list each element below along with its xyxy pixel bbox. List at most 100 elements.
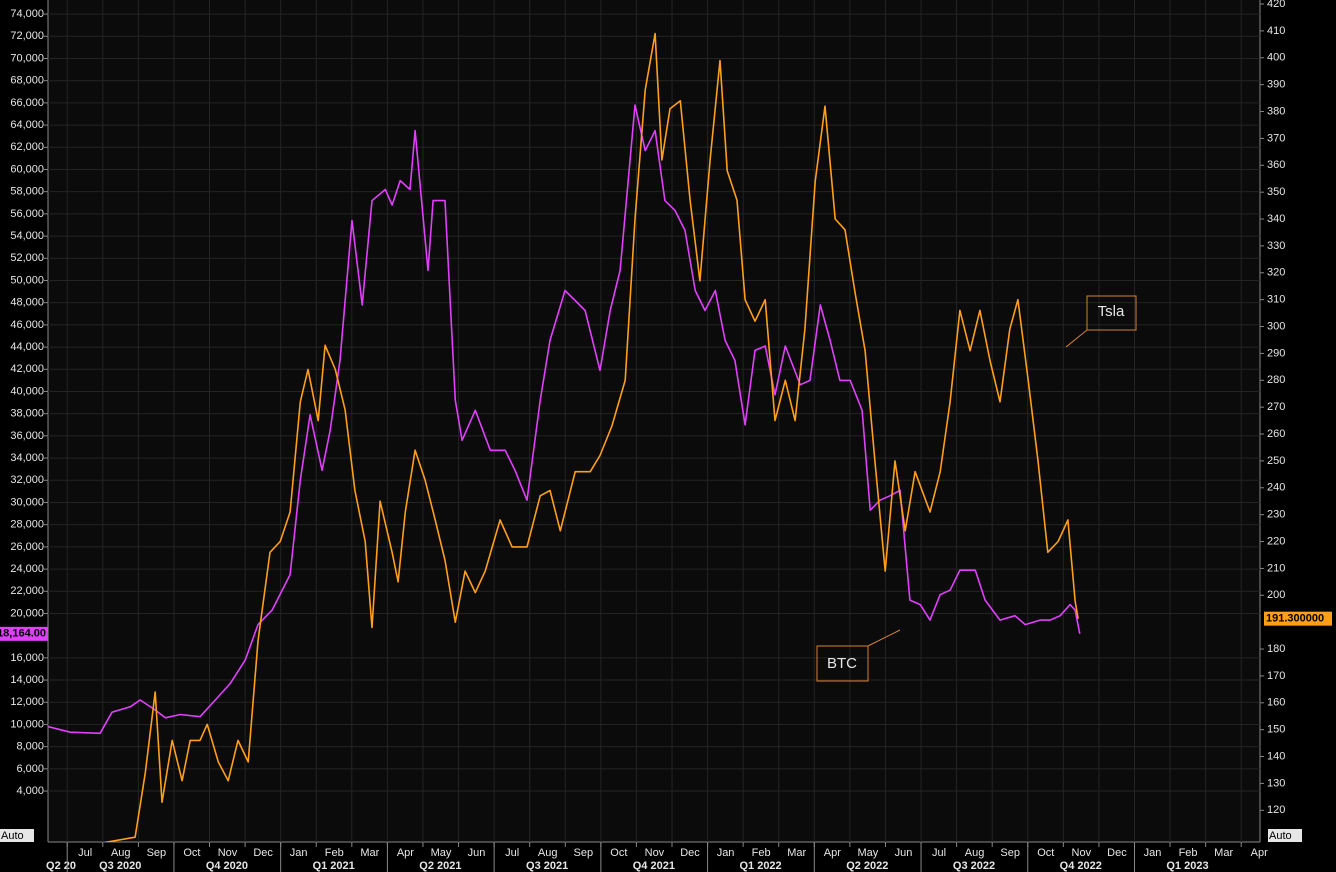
y-tick-label: 20,000 xyxy=(10,607,44,619)
axis-mode-box xyxy=(0,829,34,842)
x-tick-label: Jan xyxy=(290,847,308,859)
y2-tick-label: 250 xyxy=(1267,455,1285,467)
y-tick-label: 26,000 xyxy=(10,541,44,553)
y2-tick-label: 370 xyxy=(1267,132,1285,144)
x-tick-label: Jul xyxy=(932,847,946,859)
y2-tick-label: 310 xyxy=(1267,294,1285,306)
quarter-label: Q2 2022 xyxy=(846,860,888,872)
y-tick-label: 68,000 xyxy=(10,75,44,87)
axis-mode-label: Auto xyxy=(1,830,24,842)
callout-leader xyxy=(867,629,901,647)
y2-tick-label: 410 xyxy=(1267,25,1285,37)
y-tick-label: 64,000 xyxy=(10,119,44,131)
x-tick-label: Dec xyxy=(253,847,273,859)
y-tick-label: 10,000 xyxy=(10,718,44,730)
grid xyxy=(48,0,1260,842)
y2-tick-label: 360 xyxy=(1267,159,1285,171)
x-tick-label: Aug xyxy=(111,847,131,859)
last-value-label: 18,164.00 xyxy=(0,628,46,640)
y2-tick-label: 300 xyxy=(1267,320,1285,332)
y2-tick-label: 290 xyxy=(1267,347,1285,359)
y-tick-label: 70,000 xyxy=(10,52,44,64)
callout-leader xyxy=(1065,329,1088,348)
y-tick-label: 52,000 xyxy=(10,252,44,264)
plot-area xyxy=(48,0,1260,842)
x-tick-label: Aug xyxy=(538,847,558,859)
y-tick-label: 8,000 xyxy=(16,741,44,753)
y2-tick-label: 320 xyxy=(1267,267,1285,279)
axis-mode-box xyxy=(1268,829,1302,842)
y-tick-label: 22,000 xyxy=(10,585,44,597)
y2-tick-label: 350 xyxy=(1267,186,1285,198)
x-tick-label: Nov xyxy=(645,847,665,859)
x-tick-label: Feb xyxy=(1179,847,1198,859)
y2-tick-label: 330 xyxy=(1267,240,1285,252)
x-tick-label: Oct xyxy=(1037,847,1054,859)
x-tick-label: Nov xyxy=(1072,847,1092,859)
x-tick-label: Sep xyxy=(573,847,593,859)
y-tick-label: 48,000 xyxy=(10,297,44,309)
x-tick-label: Jun xyxy=(895,847,913,859)
y2-tick-label: 400 xyxy=(1267,52,1285,64)
x-tick-label: Dec xyxy=(680,847,700,859)
y2-tick-label: 260 xyxy=(1267,428,1285,440)
x-tick-label: Jan xyxy=(717,847,735,859)
quarter-label: Q4 2021 xyxy=(633,860,675,872)
x-tick-label: Nov xyxy=(218,847,238,859)
quarter-label: Q1 2022 xyxy=(739,860,781,872)
y2-tick-label: 120 xyxy=(1267,804,1285,816)
x-tick-label: Jul xyxy=(78,847,92,859)
quarter-label: Q1 2023 xyxy=(1166,860,1208,872)
y-tick-label: 12,000 xyxy=(10,696,44,708)
y-tick-label: 32,000 xyxy=(10,474,44,486)
x-tick-label: May xyxy=(431,847,452,859)
y-tick-label: 56,000 xyxy=(10,208,44,220)
y2-tick-label: 220 xyxy=(1267,535,1285,547)
x-tick-label: Mar xyxy=(787,847,806,859)
x-tick-label: Apr xyxy=(1251,847,1268,859)
callout-box xyxy=(816,645,869,682)
y-tick-label: 28,000 xyxy=(10,519,44,531)
y-tick-label: 40,000 xyxy=(10,385,44,397)
y-tick-label: 38,000 xyxy=(10,408,44,420)
y-tick-label: 62,000 xyxy=(10,141,44,153)
y-tick-label: 74,000 xyxy=(10,8,44,20)
x-tick-label: Dec xyxy=(1107,847,1127,859)
axis-mode-label: Auto xyxy=(1269,830,1292,842)
x-tick-label: May xyxy=(857,847,878,859)
y-tick-label: 34,000 xyxy=(10,452,44,464)
y2-tick-label: 270 xyxy=(1267,401,1285,413)
y-tick-label: 42,000 xyxy=(10,363,44,375)
callout-box xyxy=(1086,295,1137,331)
last-value-label: 191.300000 xyxy=(1266,613,1324,625)
y-tick-label: 6,000 xyxy=(16,763,44,775)
y-tick-label: 46,000 xyxy=(10,319,44,331)
y2-tick-label: 130 xyxy=(1267,777,1285,789)
y2-tick-label: 180 xyxy=(1267,643,1285,655)
y2-tick-label: 420 xyxy=(1267,0,1285,10)
last-value-tag xyxy=(1264,611,1332,626)
y-tick-label: 60,000 xyxy=(10,163,44,175)
y2-tick-label: 380 xyxy=(1267,105,1285,117)
y2-tick-label: 200 xyxy=(1267,589,1285,601)
quarter-label: Q1 2021 xyxy=(313,860,355,872)
y-tick-label: 54,000 xyxy=(10,230,44,242)
x-tick-label: Feb xyxy=(325,847,344,859)
x-tick-label: Oct xyxy=(610,847,627,859)
quarter-label: Q2 20 xyxy=(46,860,76,872)
x-tick-label: Aug xyxy=(965,847,985,859)
y-tick-label: 58,000 xyxy=(10,186,44,198)
y-tick-label: 16,000 xyxy=(10,652,44,664)
y2-tick-label: 150 xyxy=(1267,724,1285,736)
quarter-label: Q3 2022 xyxy=(953,860,995,872)
x-tick-label: Jul xyxy=(505,847,519,859)
y2-tick-label: 240 xyxy=(1267,482,1285,494)
y2-tick-label: 170 xyxy=(1267,670,1285,682)
y-tick-label: 44,000 xyxy=(10,341,44,353)
x-tick-label: Feb xyxy=(752,847,771,859)
y-tick-label: 72,000 xyxy=(10,30,44,42)
quarter-label: Q3 2020 xyxy=(99,860,141,872)
y2-tick-label: 160 xyxy=(1267,697,1285,709)
series-line xyxy=(104,32,1079,842)
